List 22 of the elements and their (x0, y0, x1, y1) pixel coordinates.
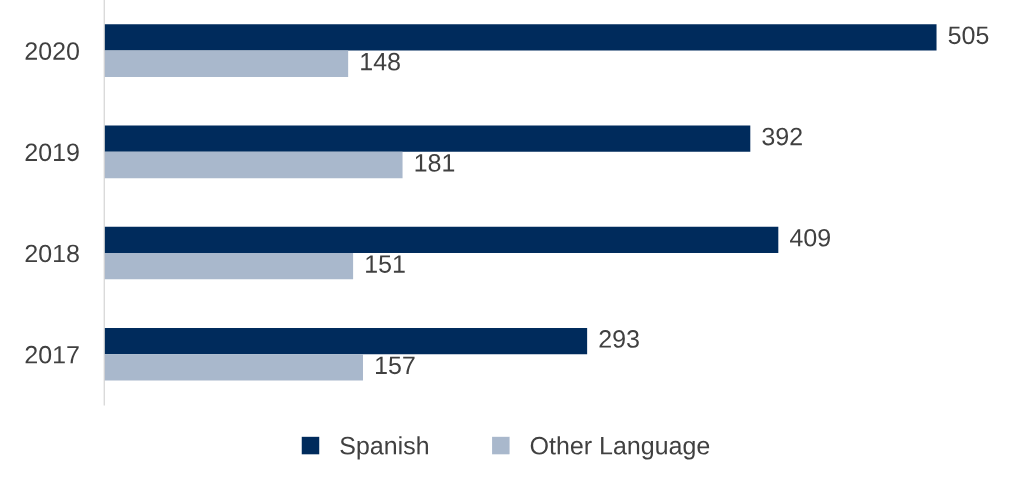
data-label: 392 (762, 127, 802, 146)
data-label: 151 (366, 255, 405, 273)
bar (104, 327, 588, 355)
y-tick-label: 2017 (25, 345, 79, 364)
data-label: 409 (790, 228, 830, 247)
bar (104, 354, 363, 381)
bar (104, 226, 779, 254)
data-label: 157 (376, 356, 415, 375)
data-label: 148 (361, 52, 400, 71)
bar (104, 125, 751, 152)
bar (104, 151, 403, 179)
legend-label: Other Language (530, 436, 710, 460)
data-label: 293 (599, 330, 639, 348)
data-label: 505 (948, 26, 989, 45)
bar (104, 24, 937, 51)
y-tick-label: 2019 (25, 143, 79, 162)
y-tick-label: 2018 (25, 244, 79, 263)
bar (104, 253, 354, 280)
legend-label: Spanish (340, 436, 428, 460)
y-tick-label: 2020 (25, 42, 79, 60)
bar (104, 50, 349, 77)
data-label: 181 (415, 154, 455, 172)
